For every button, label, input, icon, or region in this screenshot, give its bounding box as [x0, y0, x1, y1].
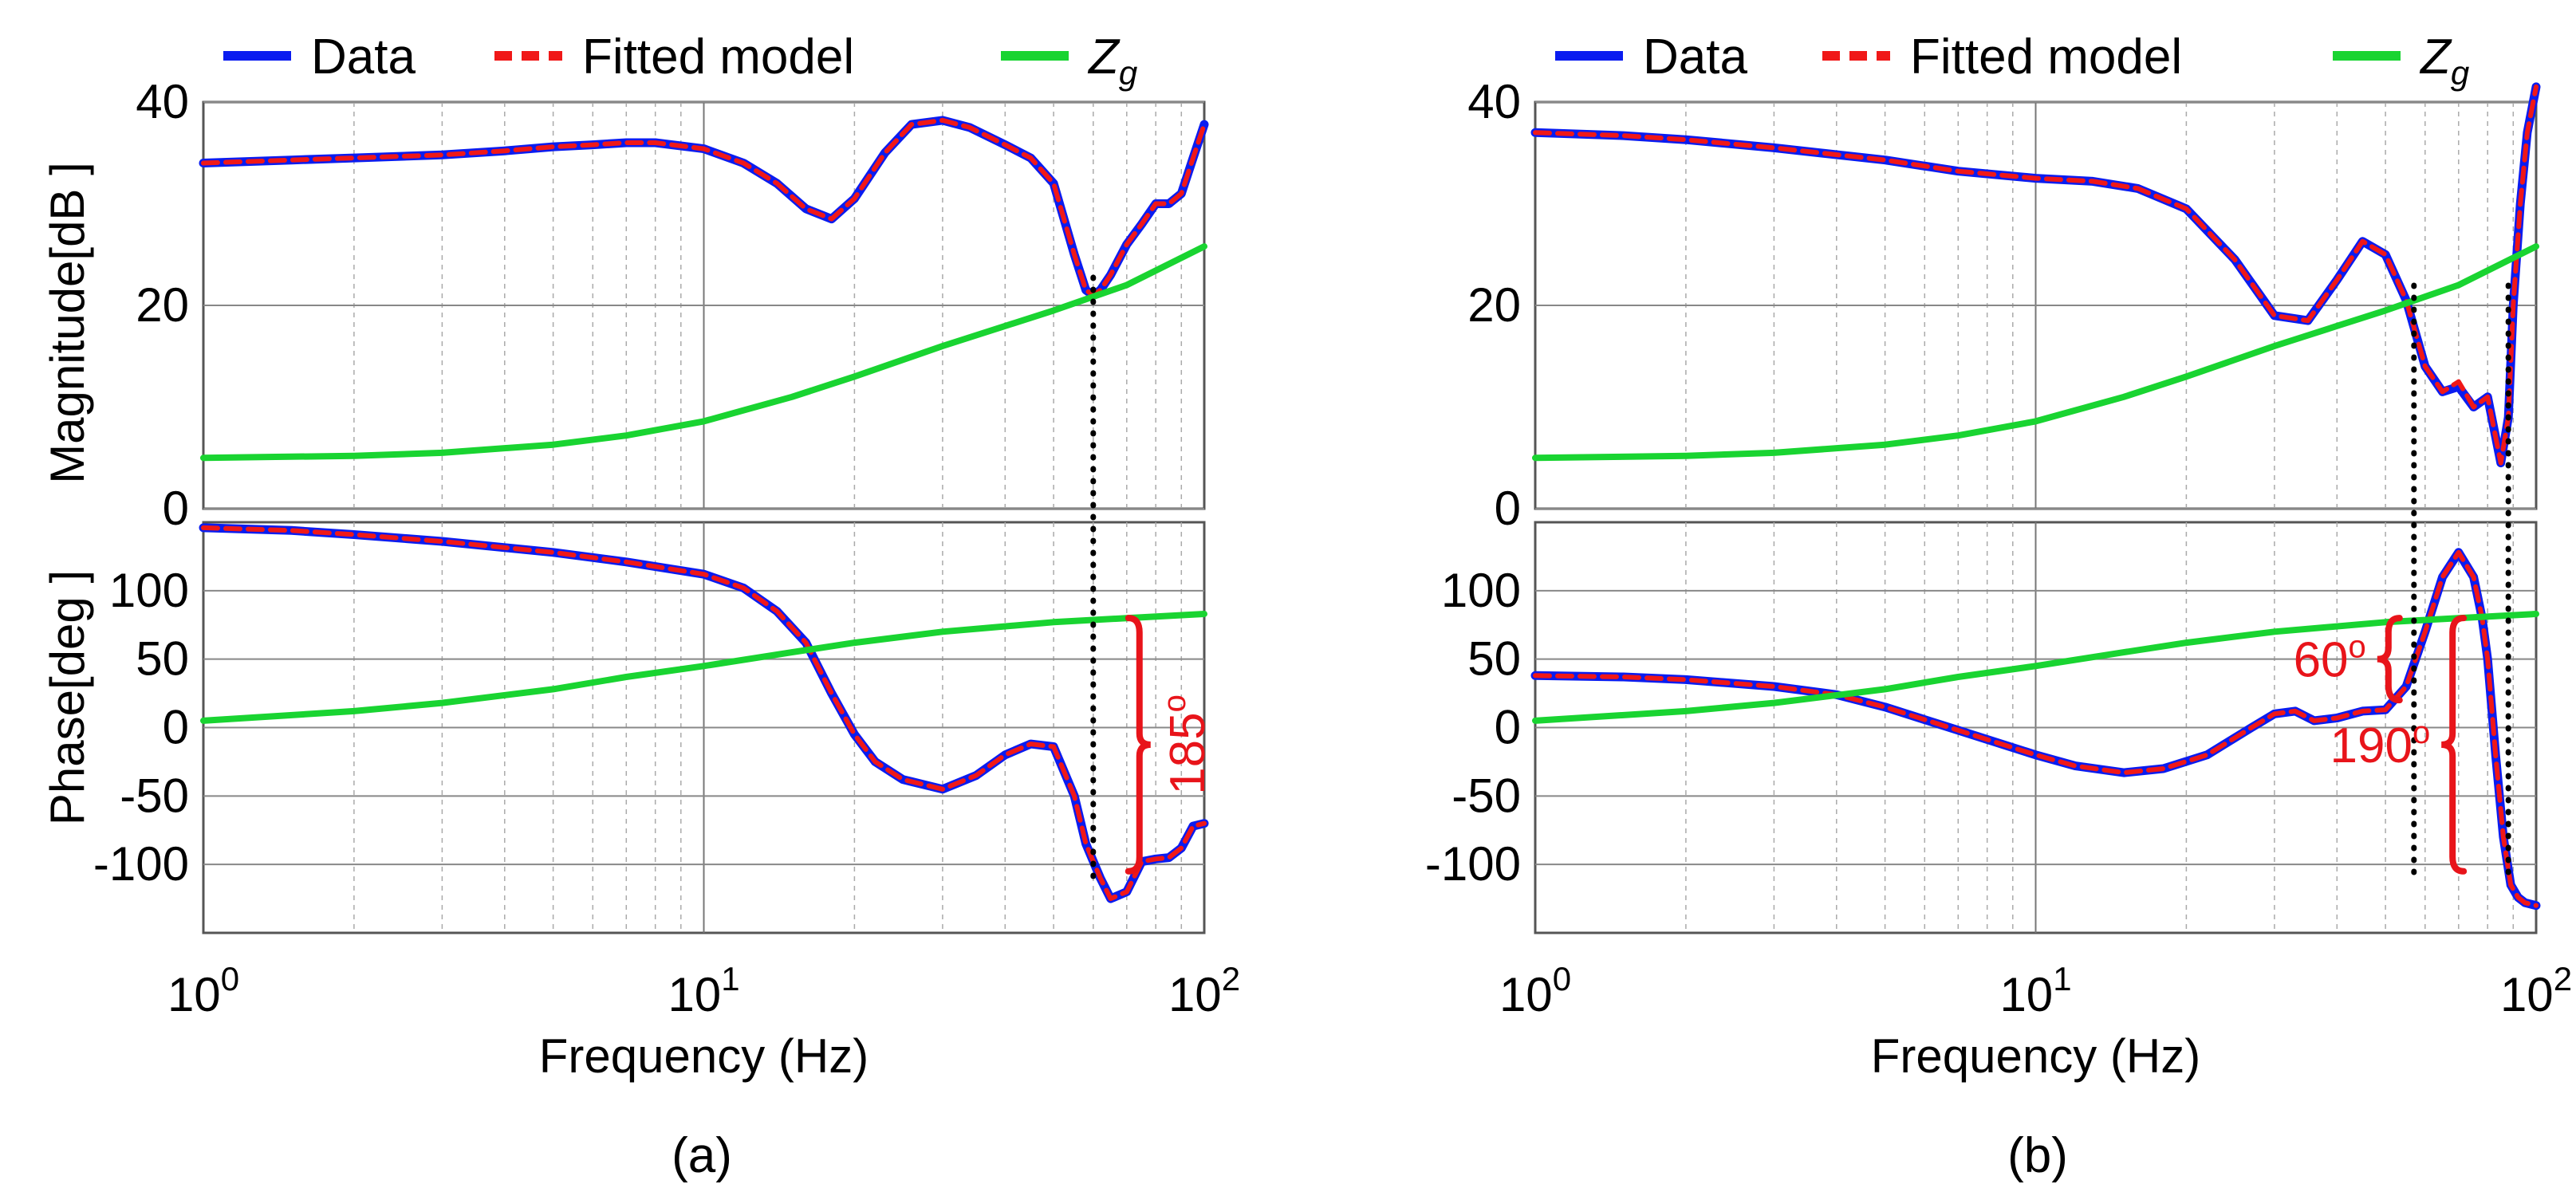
x-axis-label: Frequency (Hz)	[1871, 1029, 2200, 1083]
y-tick-label: 50	[136, 632, 189, 686]
caption-b: (b)	[2007, 1128, 2068, 1183]
y-tick-label: -100	[1425, 837, 1521, 891]
y-tick-label: 0	[163, 482, 189, 535]
legend-label-fitted: Fitted model	[1910, 30, 2182, 85]
y-tick-label: 0	[1495, 701, 1521, 754]
phase-subplot: -100 -50 0 50 100	[1425, 521, 2541, 934]
phase-subplot: -100 -50 0 50 100	[93, 521, 1209, 934]
y-tick-label: 100	[109, 564, 189, 617]
series-fitted-model	[201, 117, 1207, 298]
angle-label: 185o	[1157, 694, 1215, 795]
x-tick-label: 101	[1999, 960, 2071, 1021]
series-fitted-model	[201, 525, 1207, 902]
magnitude-subplot: 0 20 40	[1467, 75, 2541, 535]
y-tick-label: 50	[1467, 632, 1521, 686]
y-tick-label: 0	[163, 701, 189, 754]
angle-label: 60o	[2294, 630, 2366, 688]
x-axis-label: Frequency (Hz)	[539, 1029, 869, 1083]
y-tick-label: 100	[1441, 564, 1521, 617]
series-zg	[1532, 243, 2539, 462]
y-tick-label: -50	[1451, 769, 1521, 822]
y-tick-label: 40	[136, 75, 189, 128]
legend-a: Data Fitted model Zg	[223, 30, 1137, 92]
brace-annotation	[2440, 615, 2468, 875]
series-zg	[200, 611, 1207, 724]
x-tick-label: 101	[668, 960, 739, 1021]
series-zg	[1532, 611, 2539, 724]
x-tick-label: 100	[167, 960, 239, 1021]
angle-label: 190o	[2330, 715, 2430, 773]
magnitude-subplot: 0 20 40	[136, 75, 1209, 535]
legend-label-fitted: Fitted model	[582, 30, 854, 85]
brace-annotation	[1125, 615, 1152, 875]
series-fitted-model	[1533, 549, 2539, 908]
y-tick-label: 20	[1467, 278, 1521, 332]
y-tick-label: 20	[136, 278, 189, 332]
series-zg	[200, 243, 1207, 462]
caption-a: (a)	[672, 1128, 732, 1183]
series-fitted-model	[1533, 84, 2539, 466]
y-tick-label: 40	[1467, 75, 1521, 128]
legend-label-zg: Zg	[1087, 30, 1137, 92]
legend-label-zg: Zg	[2419, 30, 2469, 92]
phase-axis-label: Phase[deg ]	[41, 570, 94, 825]
legend-label-data: Data	[311, 30, 416, 85]
legend-label-data: Data	[1643, 30, 1747, 85]
panel-a: 0 20 40 -100 -50 0 50 100 100 101 102 Frequency (Hz…	[93, 75, 1240, 1083]
y-tick-label: -50	[120, 769, 189, 822]
x-tick-label: 100	[1499, 960, 1571, 1021]
x-tick-label: 102	[1168, 960, 1240, 1021]
x-tick-label: 102	[2500, 960, 2572, 1021]
legend-b: Data Fitted model Zg	[1555, 30, 2469, 92]
y-tick-label: 0	[1495, 482, 1521, 535]
magnitude-axis-label: Magnitude[dB ]	[41, 162, 94, 484]
panel-b: 0 20 40 -100 -50 0 50 100 100 101 102 Frequency (Hz…	[1425, 75, 2572, 1083]
y-tick-label: -100	[93, 837, 189, 891]
